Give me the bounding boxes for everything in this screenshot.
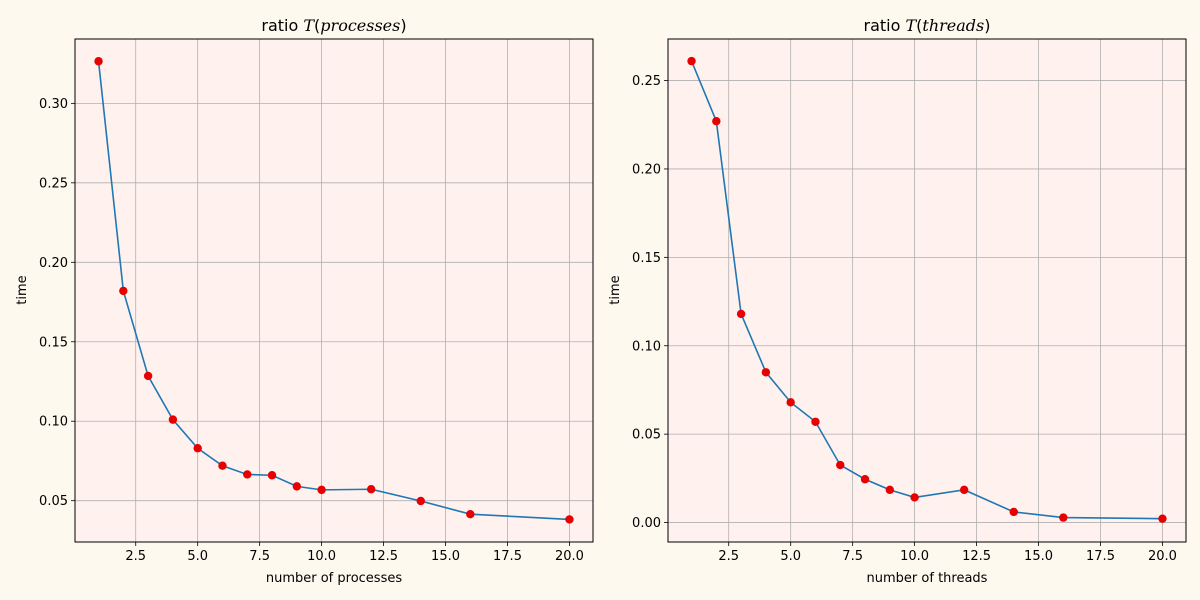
grid-processes bbox=[75, 39, 593, 542]
series-line bbox=[97, 61, 570, 521]
ticks-threads: 2.5 5.0 7.5 10.0 12.5 15.0 17.5 20.0 0.00 0.05 0.1… bbox=[632, 74, 1177, 564]
x-tick-label: 7.5 bbox=[249, 549, 270, 564]
data-point bbox=[1158, 514, 1167, 523]
data-point bbox=[959, 485, 969, 495]
y-tick-label: 0.25 bbox=[632, 74, 661, 89]
chart-processes: 2.5 5.0 7.5 10.0 12.5 15.0 17.5 20.0 0.05 0.10 0.1… bbox=[15, 16, 594, 586]
y-tick-label: 0.15 bbox=[39, 335, 68, 350]
x-tick-label: 5.0 bbox=[780, 549, 801, 564]
data-point bbox=[366, 485, 376, 494]
y-tick-label: 0.05 bbox=[632, 428, 661, 443]
y-axis-label-processes: time bbox=[15, 275, 30, 304]
y-tick-label: 0.30 bbox=[39, 97, 68, 112]
y-tick-label: 0.10 bbox=[39, 415, 68, 430]
chart-title-processes: ratio T(processes) bbox=[261, 16, 406, 35]
series-processes bbox=[94, 57, 574, 524]
y-tick-label: 0.05 bbox=[39, 494, 68, 509]
x-tick-label: 15.0 bbox=[431, 549, 460, 564]
data-point bbox=[143, 371, 153, 381]
data-point bbox=[1059, 513, 1068, 522]
data-point bbox=[761, 368, 771, 377]
x-tick-label: 2.5 bbox=[718, 549, 739, 564]
axes-frame-threads bbox=[667, 38, 1187, 543]
x-tick-label: 12.5 bbox=[369, 549, 398, 564]
x-axis-label-threads: number of threads bbox=[867, 571, 988, 586]
y-axis-label-threads: time bbox=[608, 275, 623, 304]
ticks-processes: 2.5 5.0 7.5 10.0 12.5 15.0 17.5 20.0 0.05 0.10 0.1… bbox=[39, 97, 584, 564]
y-tick-label: 0.20 bbox=[632, 162, 661, 177]
x-tick-label: 10.0 bbox=[900, 549, 929, 564]
axes-background-threads bbox=[668, 39, 1186, 542]
data-point bbox=[885, 485, 895, 495]
axes-frame-processes bbox=[74, 38, 594, 543]
data-point bbox=[292, 482, 302, 491]
y-tick-label: 0.00 bbox=[632, 516, 661, 531]
data-point bbox=[860, 475, 870, 484]
x-tick-label: 5.0 bbox=[187, 549, 208, 564]
x-tick-label: 7.5 bbox=[842, 549, 863, 564]
data-point bbox=[712, 117, 721, 126]
y-tick-label: 0.25 bbox=[39, 176, 68, 191]
data-point bbox=[416, 496, 425, 506]
x-tick-label: 2.5 bbox=[125, 549, 146, 564]
series-line bbox=[690, 60, 1163, 520]
chart-title-threads: ratio T(threads) bbox=[864, 16, 991, 35]
data-point bbox=[267, 471, 277, 480]
data-point bbox=[218, 461, 227, 470]
y-tick-label: 0.10 bbox=[632, 339, 661, 354]
data-point bbox=[786, 398, 795, 407]
data-point bbox=[193, 444, 202, 453]
data-point bbox=[811, 417, 820, 426]
data-point bbox=[736, 309, 746, 319]
y-tick-label: 0.20 bbox=[39, 256, 68, 271]
data-point bbox=[836, 460, 845, 470]
chart-threads: 2.5 5.0 7.5 10.0 12.5 15.0 17.5 20.0 0.00 0.05 0.1… bbox=[608, 16, 1187, 586]
grid-threads bbox=[668, 39, 1186, 542]
x-tick-label: 20.0 bbox=[555, 549, 584, 564]
data-point bbox=[168, 415, 178, 424]
x-tick-label: 12.5 bbox=[962, 549, 991, 564]
data-point bbox=[94, 57, 103, 66]
data-point bbox=[466, 509, 475, 519]
x-tick-label: 15.0 bbox=[1024, 549, 1053, 564]
data-point bbox=[910, 493, 919, 502]
data-point bbox=[243, 470, 252, 479]
axes-background-processes bbox=[75, 39, 593, 542]
data-point bbox=[119, 286, 128, 296]
x-tick-label: 17.5 bbox=[1086, 549, 1115, 564]
x-tick-label: 20.0 bbox=[1148, 549, 1177, 564]
x-axis-label-processes: number of processes bbox=[266, 571, 402, 586]
series-threads bbox=[687, 56, 1167, 523]
data-point bbox=[565, 515, 574, 524]
x-tick-label: 10.0 bbox=[307, 549, 336, 564]
data-point bbox=[687, 56, 696, 66]
y-tick-label: 0.15 bbox=[632, 251, 661, 266]
x-tick-label: 17.5 bbox=[493, 549, 522, 564]
data-point bbox=[1009, 507, 1018, 517]
data-point bbox=[317, 485, 326, 495]
